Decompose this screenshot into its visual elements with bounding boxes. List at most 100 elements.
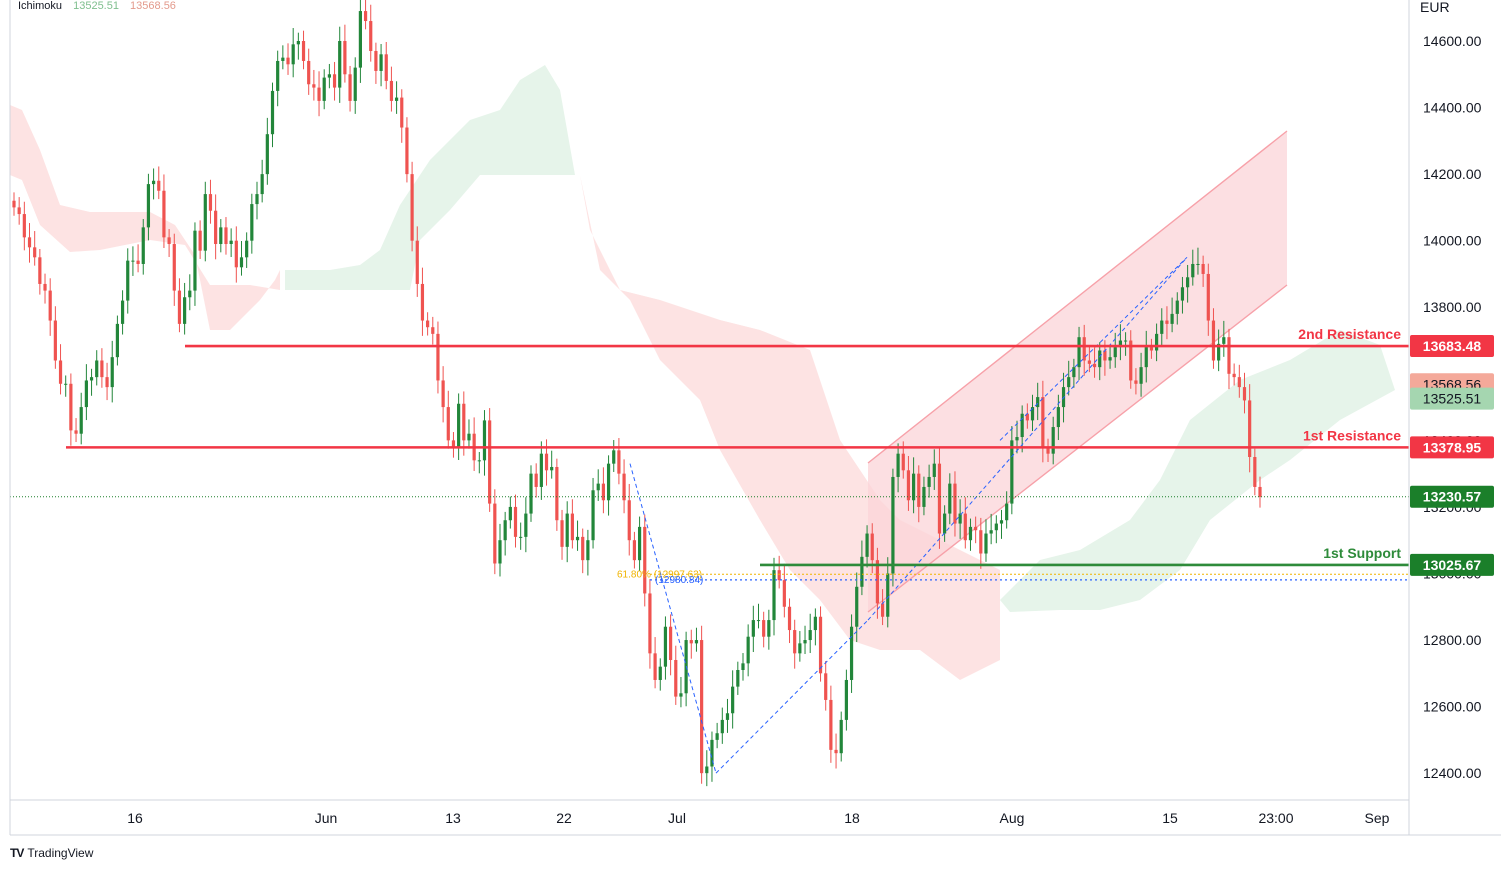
- zigzag-segment: [999, 256, 1188, 441]
- candle-body: [1046, 447, 1050, 454]
- candle-body: [787, 606, 792, 631]
- candle-body: [596, 483, 600, 491]
- indicator-price-text: 13525.51: [1423, 391, 1482, 407]
- candle-body: [250, 204, 254, 241]
- candle-body: [513, 506, 518, 537]
- support-price-label-text: 13025.67: [1423, 557, 1482, 573]
- candle-body: [1217, 343, 1221, 361]
- candle-body: [151, 180, 156, 185]
- candle-body: [855, 586, 859, 627]
- candle-body: [1123, 340, 1128, 342]
- candle-body: [53, 320, 57, 361]
- candle-body: [64, 383, 68, 385]
- x-axis-ticks[interactable]: 16 Jun 13 22 Jul 18 Aug 15 23:00 Sep: [127, 810, 1389, 826]
- indicator-legend[interactable]: Ichimoku 13525.51 13568.56: [18, 0, 184, 13]
- x-tick-label: Jul: [668, 810, 686, 826]
- candle-body: [968, 526, 973, 541]
- candle-body: [798, 643, 802, 654]
- candle-body: [1113, 347, 1117, 358]
- x-tick-label: Aug: [1000, 810, 1025, 826]
- candle-body: [74, 430, 78, 434]
- candle-body: [1186, 277, 1190, 288]
- candle-body: [131, 260, 135, 262]
- candle-body: [332, 74, 337, 88]
- candle-body: [1103, 350, 1107, 361]
- candle-body: [653, 653, 657, 680]
- candle-body: [208, 194, 213, 211]
- candle-body: [177, 290, 182, 324]
- candle-body: [865, 533, 869, 557]
- candle-body: [870, 533, 874, 561]
- candle-body: [17, 207, 21, 215]
- candle-body: [860, 556, 864, 587]
- x-tick-label: 18: [844, 810, 860, 826]
- resistance-price-label-box: [1410, 436, 1494, 459]
- candle-body: [824, 673, 828, 700]
- candle-body: [963, 513, 967, 541]
- candle-body: [601, 483, 605, 501]
- candle-body: [291, 44, 295, 65]
- candle-body: [260, 174, 264, 195]
- indicator-lead-value: 13525.51: [73, 0, 119, 12]
- candle-body: [999, 520, 1004, 524]
- candle-body: [48, 290, 52, 321]
- tradingview-brand[interactable]: TV TradingView: [10, 846, 93, 860]
- candle-body: [839, 719, 843, 754]
- x-tick-label: 23:00: [1258, 810, 1293, 826]
- candle-body: [255, 194, 259, 205]
- candle-body: [286, 57, 290, 65]
- candle-body: [467, 433, 471, 441]
- candle-body: [1170, 313, 1174, 324]
- candle-body: [110, 357, 114, 388]
- candle-body: [301, 41, 306, 61]
- zigzag-segment: [715, 619, 869, 774]
- candle-body: [100, 360, 104, 378]
- candle-body: [901, 453, 905, 471]
- candle-body: [363, 11, 368, 22]
- candle-body: [555, 466, 559, 521]
- candle-body: [415, 240, 419, 284]
- candle-body: [586, 540, 590, 561]
- candle-body: [927, 476, 931, 487]
- candle-body: [622, 473, 626, 501]
- candle-body: [1222, 337, 1226, 344]
- zigzag-segment: [629, 463, 717, 774]
- candle-body: [896, 453, 900, 477]
- zigzag-segment: [867, 256, 1188, 621]
- x-tick-label: 15: [1162, 810, 1178, 826]
- candle-body: [27, 237, 32, 248]
- candle-body: [162, 190, 166, 238]
- resistance-price-label-text: 13378.95: [1423, 439, 1482, 455]
- candle-body: [1211, 320, 1216, 361]
- candle-body: [426, 320, 430, 328]
- candle-body: [705, 766, 709, 774]
- candle-body: [1201, 263, 1205, 274]
- candle-body: [1227, 337, 1231, 374]
- candle-body: [663, 626, 668, 667]
- x-tick-label: Sep: [1365, 810, 1390, 826]
- candle-body: [772, 570, 776, 621]
- candle-body: [405, 127, 409, 175]
- candle-body: [369, 21, 373, 51]
- candle-body: [420, 283, 425, 321]
- candle-body: [994, 523, 998, 531]
- candle-body: [782, 580, 786, 607]
- candle-body: [12, 200, 16, 208]
- cloud-bull-segment: [285, 65, 575, 290]
- level-name-label: 1st Resistance: [1303, 427, 1401, 443]
- candle-body: [669, 626, 673, 661]
- resistance-price-label-text: 13683.48: [1423, 338, 1482, 354]
- candle-body: [343, 41, 347, 75]
- candle-body: [1191, 263, 1195, 278]
- candle-body: [710, 739, 714, 767]
- candle-body: [694, 640, 699, 644]
- candle-body: [534, 473, 538, 487]
- candle-body: [984, 533, 988, 554]
- candle-body: [270, 90, 275, 135]
- indicator-lag-value: 13568.56: [130, 0, 176, 12]
- candle-body: [146, 184, 151, 228]
- candle-body: [943, 513, 947, 534]
- candle-body: [281, 57, 285, 61]
- candle-body: [198, 230, 202, 251]
